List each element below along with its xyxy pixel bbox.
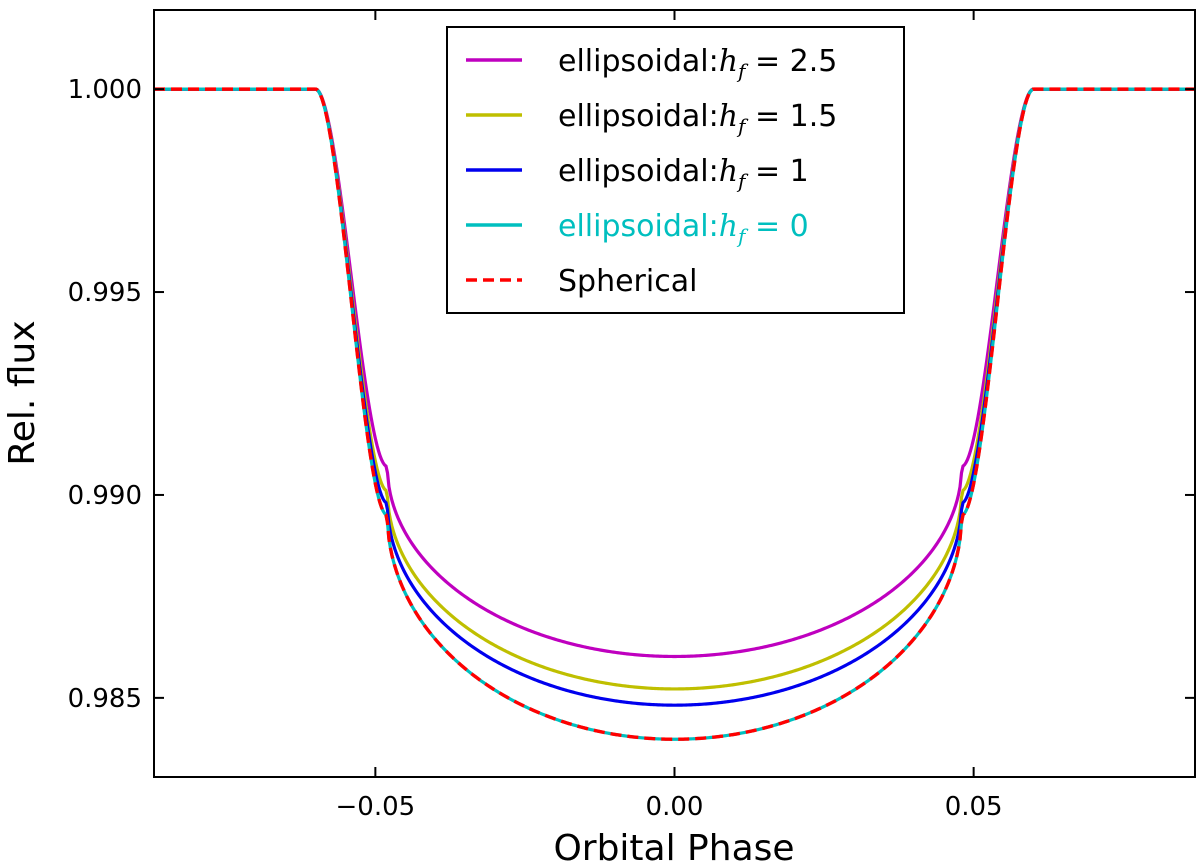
plot-lines (154, 87, 1195, 741)
legend-label-var: h (719, 154, 738, 189)
x-axis-label: Orbital Phase (553, 828, 794, 867)
legend-label-var: h (719, 99, 738, 134)
legend-label-0: ellipsoidal:hf = 2.5 (558, 44, 837, 83)
legend-label-2: ellipsoidal:hf = 1 (558, 154, 809, 193)
legend-label-value: = 2.5 (745, 44, 837, 79)
legend-label-prefix: ellipsoidal: (558, 154, 719, 189)
x-ticks: −0.05 0.00 0.05 (336, 10, 1003, 822)
y-axis-label: Rel. flux (2, 320, 43, 465)
legend-label-3: ellipsoidal:hf = 0 (558, 209, 809, 248)
x-tick-label: −0.05 (336, 792, 416, 822)
legend: ellipsoidal:hf = 2.5 ellipsoidal:hf = 1.5… (446, 26, 905, 314)
legend-label-var: h (719, 44, 738, 79)
legend-label-prefix: ellipsoidal: (558, 99, 719, 134)
legend-label-1: ellipsoidal:hf = 1.5 (558, 99, 837, 138)
legend-label-value: = 0 (745, 209, 808, 244)
series-line-4 (154, 87, 1195, 741)
legend-label-4: Spherical (558, 264, 697, 299)
y-tick-label: 0.985 (68, 684, 142, 714)
y-tick-label: 1.000 (68, 75, 142, 105)
legend-label-value: = 1.5 (745, 99, 837, 134)
legend-label-var: h (719, 209, 738, 244)
legend-label-prefix: ellipsoidal: (558, 44, 719, 79)
x-tick-label: 0.00 (646, 792, 704, 822)
y-tick-label: 0.990 (68, 481, 142, 511)
legend-label-value: = 1 (745, 154, 808, 189)
y-ticks: 0.985 0.990 0.995 1.000 (68, 75, 1195, 714)
legend-frame (446, 26, 905, 314)
legend-label-prefix: ellipsoidal: (558, 209, 719, 244)
legend-label-prefix: Spherical (558, 264, 697, 299)
y-tick-label: 0.995 (68, 278, 142, 308)
x-tick-label: 0.05 (945, 792, 1003, 822)
